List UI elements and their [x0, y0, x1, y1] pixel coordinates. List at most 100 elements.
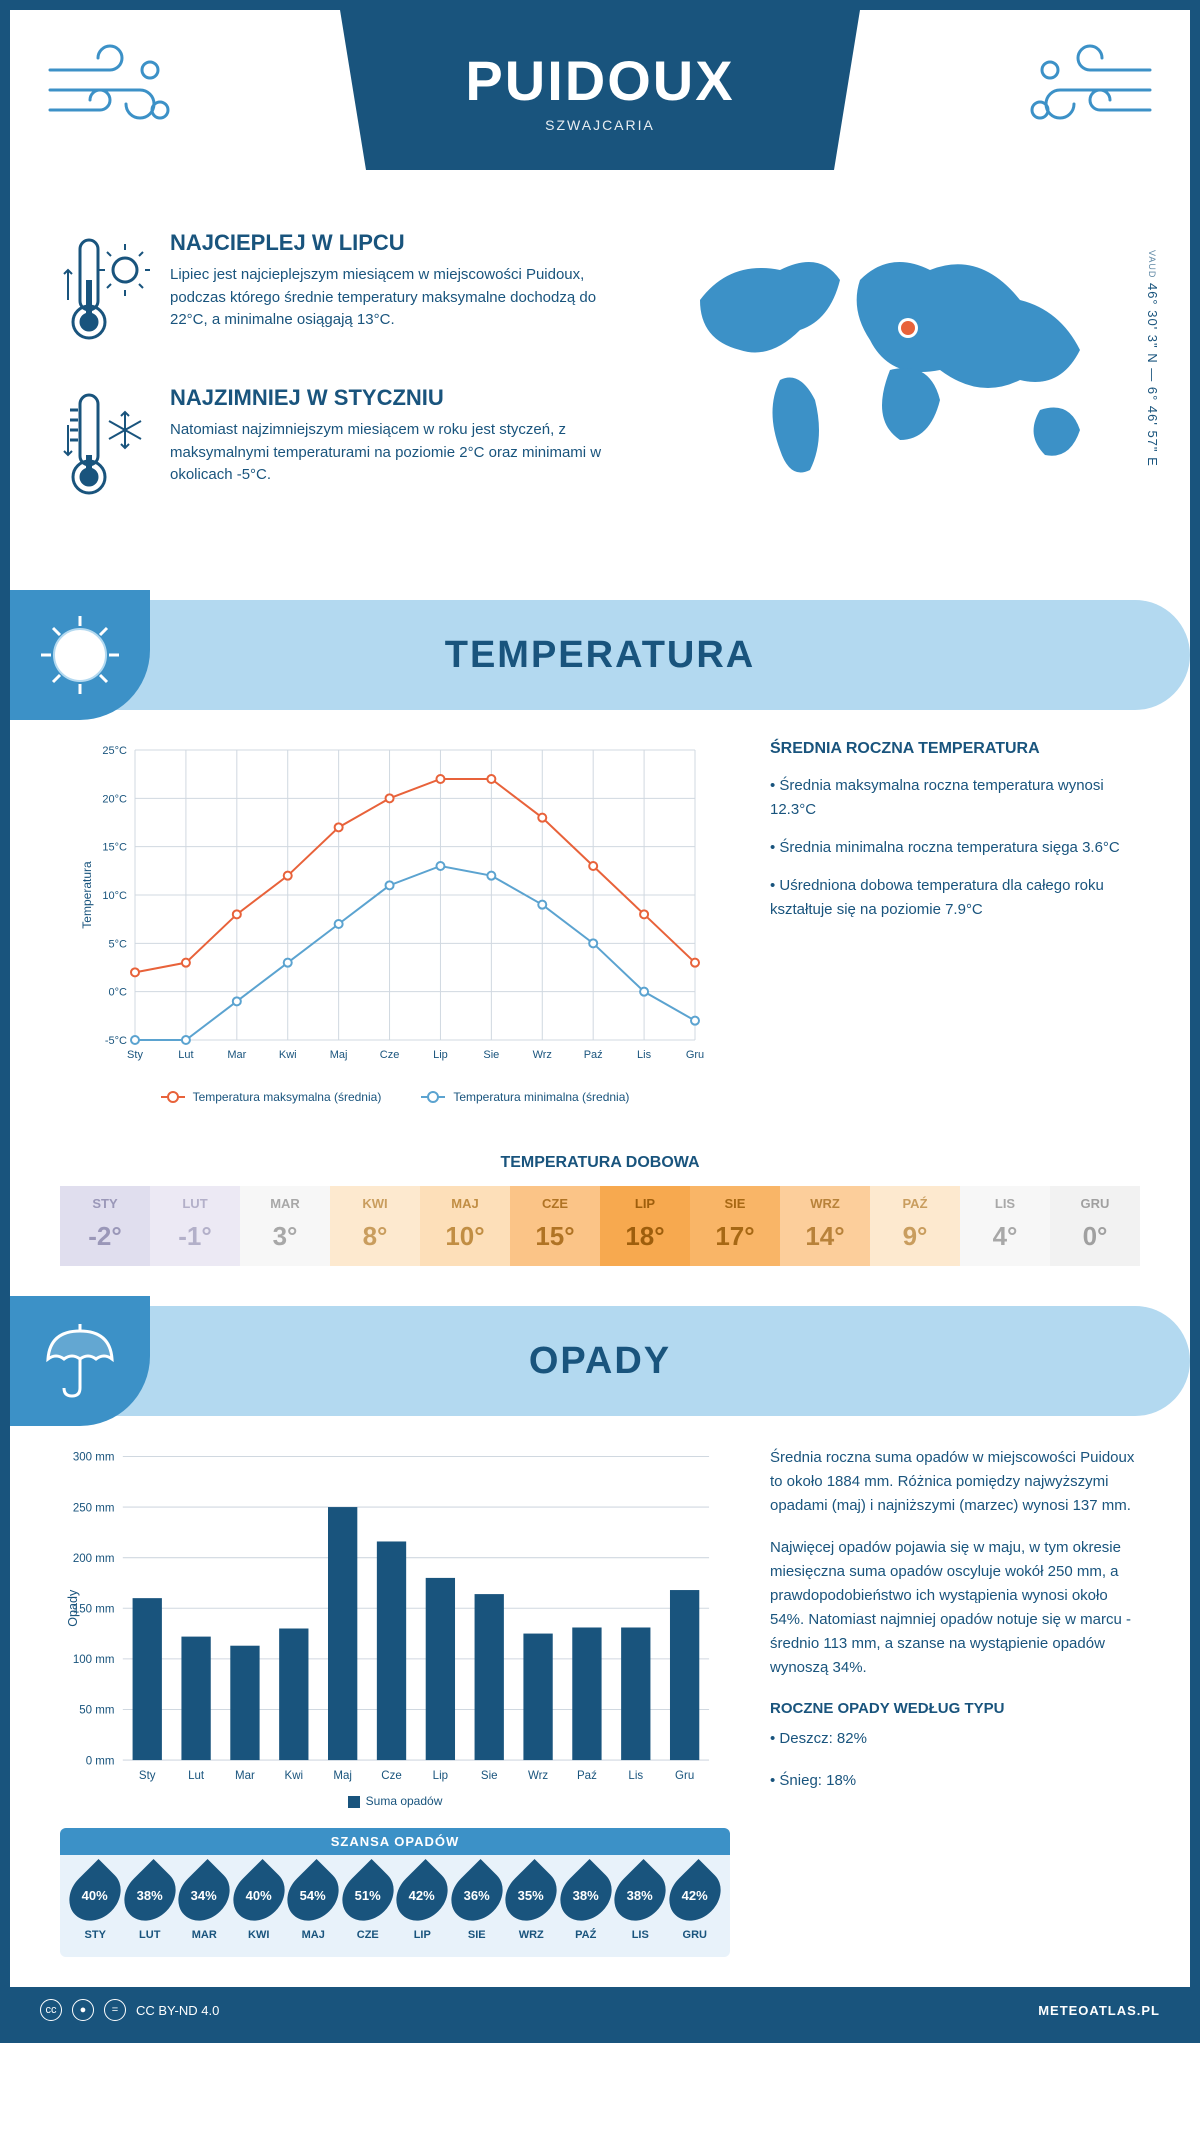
svg-text:25°C: 25°C — [102, 745, 127, 757]
page-title: PUIDOUX — [465, 48, 734, 113]
svg-text:Gru: Gru — [686, 1049, 704, 1061]
chance-cell: 51%CZE — [341, 1867, 396, 1941]
temperature-chart: -5°C0°C5°C10°C15°C20°C25°CStyLutMarKwiMa… — [60, 740, 730, 1104]
svg-text:Wrz: Wrz — [533, 1049, 552, 1061]
chance-cell: 34%MAR — [177, 1867, 232, 1941]
precip-info: Średnia roczna suma opadów w miejscowośc… — [770, 1446, 1140, 1957]
svg-text:250 mm: 250 mm — [73, 1502, 115, 1514]
daily-cell: MAR3° — [240, 1186, 330, 1266]
raindrop-icon: 34% — [168, 1859, 240, 1931]
footer-license: cc ● = CC BY-ND 4.0 — [40, 1999, 219, 2021]
coordinates: VAUD 46° 30' 3" N — 6° 46' 57" E — [1145, 250, 1160, 467]
by-icon: ● — [72, 1999, 94, 2021]
svg-text:15°C: 15°C — [102, 842, 127, 854]
svg-text:Kwi: Kwi — [285, 1770, 304, 1782]
raindrop-icon: 42% — [659, 1859, 731, 1931]
daily-cell: KWI8° — [330, 1186, 420, 1266]
precip-type-bullet: • Deszcz: 82% — [770, 1727, 1140, 1751]
chance-cell: 38%LIS — [613, 1867, 668, 1941]
daily-temp-table: STY-2°LUT-1°MAR3°KWI8°MAJ10°CZE15°LIP18°… — [60, 1186, 1140, 1266]
raindrop-icon: 42% — [386, 1859, 458, 1931]
daily-cell: LIS4° — [960, 1186, 1050, 1266]
chance-cell: 42%LIP — [395, 1867, 450, 1941]
coords-text: 46° 30' 3" N — 6° 46' 57" E — [1145, 283, 1160, 467]
svg-text:50 mm: 50 mm — [79, 1705, 114, 1717]
temperature-section-header: TEMPERATURA — [10, 600, 1190, 710]
svg-text:Gru: Gru — [675, 1770, 694, 1782]
svg-text:100 mm: 100 mm — [73, 1654, 115, 1666]
daily-cell: SIE17° — [690, 1186, 780, 1266]
temperature-title: TEMPERATURA — [445, 634, 756, 677]
world-map-icon — [660, 230, 1140, 490]
raindrop-icon: 38% — [550, 1859, 622, 1931]
daily-cell: STY-2° — [60, 1186, 150, 1266]
svg-text:Cze: Cze — [381, 1770, 401, 1782]
svg-text:0 mm: 0 mm — [86, 1755, 115, 1767]
temp-bullet: • Uśredniona dobowa temperatura dla całe… — [770, 874, 1140, 922]
precipitation-chart: 0 mm50 mm100 mm150 mm200 mm250 mm300 mmS… — [60, 1446, 730, 1786]
intro-left: NAJCIEPLEJ W LIPCU Lipiec jest najcieple… — [60, 230, 620, 540]
temp-bullet: • Średnia maksymalna roczna temperatura … — [770, 774, 1140, 822]
temp-bullet: • Średnia minimalna roczna temperatura s… — [770, 836, 1140, 860]
daily-cell: CZE15° — [510, 1186, 600, 1266]
svg-text:20°C: 20°C — [102, 793, 127, 805]
chance-cell: 38%PAŹ — [559, 1867, 614, 1941]
temp-info-heading: ŚREDNIA ROCZNA TEMPERATURA — [770, 740, 1140, 758]
raindrop-icon: 54% — [277, 1859, 349, 1931]
cold-title: NAJZIMNIEJ W STYCZNIU — [170, 385, 620, 411]
svg-text:Paź: Paź — [584, 1049, 603, 1061]
raindrop-icon: 38% — [114, 1859, 186, 1931]
precip-type-bullet: • Śnieg: 18% — [770, 1769, 1140, 1793]
svg-text:Sty: Sty — [127, 1049, 143, 1061]
chance-cell: 35%WRZ — [504, 1867, 559, 1941]
svg-text:Sie: Sie — [481, 1770, 498, 1782]
svg-text:-5°C: -5°C — [105, 1035, 127, 1047]
svg-text:Mar: Mar — [227, 1049, 246, 1061]
svg-text:Kwi: Kwi — [279, 1049, 297, 1061]
svg-text:Opady: Opady — [66, 1589, 80, 1627]
thermometer-hot-icon — [60, 230, 150, 355]
footer-site: METEOATLAS.PL — [1038, 2003, 1160, 2018]
legend-max: Temperatura maksymalna (średnia) — [193, 1090, 382, 1104]
svg-text:Maj: Maj — [330, 1049, 348, 1061]
svg-text:Paź: Paź — [577, 1770, 597, 1782]
raindrop-icon: 35% — [495, 1859, 567, 1931]
precipitation-title: OPADY — [529, 1340, 671, 1383]
svg-text:Sie: Sie — [483, 1049, 499, 1061]
daily-cell: LIP18° — [600, 1186, 690, 1266]
precipitation-area: 0 mm50 mm100 mm150 mm200 mm250 mm300 mmS… — [10, 1446, 1190, 1987]
wind-icon — [40, 40, 180, 140]
svg-text:Lip: Lip — [433, 1049, 448, 1061]
umbrella-icon — [10, 1296, 150, 1426]
chance-cell: 38%LUT — [123, 1867, 178, 1941]
raindrop-icon: 51% — [332, 1859, 404, 1931]
region-label: VAUD — [1147, 250, 1157, 278]
hot-block: NAJCIEPLEJ W LIPCU Lipiec jest najcieple… — [60, 230, 620, 355]
page-subtitle: SZWAJCARIA — [545, 117, 655, 133]
title-banner: PUIDOUX SZWAJCARIA — [340, 10, 860, 170]
chance-title: SZANSA OPADÓW — [60, 1828, 730, 1855]
daily-cell: LUT-1° — [150, 1186, 240, 1266]
cold-block: NAJZIMNIEJ W STYCZNIU Natomiast najzimni… — [60, 385, 620, 510]
chance-cell: 40%KWI — [232, 1867, 287, 1941]
chance-cell: 42%GRU — [668, 1867, 723, 1941]
license-text: CC BY-ND 4.0 — [136, 2003, 219, 2018]
daily-temp-title: TEMPERATURA DOBOWA — [10, 1154, 1190, 1172]
daily-cell: WRZ14° — [780, 1186, 870, 1266]
chance-cell: 54%MAJ — [286, 1867, 341, 1941]
hot-text: Lipiec jest najcieplejszym miesiącem w m… — [170, 264, 620, 332]
thermometer-cold-icon — [60, 385, 150, 510]
svg-text:Lis: Lis — [628, 1770, 643, 1782]
svg-text:Lis: Lis — [637, 1049, 652, 1061]
svg-text:5°C: 5°C — [109, 938, 128, 950]
intro-section: NAJCIEPLEJ W LIPCU Lipiec jest najcieple… — [10, 210, 1190, 580]
temperature-area: -5°C0°C5°C10°C15°C20°C25°CStyLutMarKwiMa… — [10, 740, 1190, 1134]
svg-text:0°C: 0°C — [109, 987, 128, 999]
daily-cell: MAJ10° — [420, 1186, 510, 1266]
daily-cell: GRU0° — [1050, 1186, 1140, 1266]
svg-text:Cze: Cze — [380, 1049, 400, 1061]
precipitation-section-header: OPADY — [10, 1306, 1190, 1416]
svg-text:Sty: Sty — [139, 1770, 156, 1782]
svg-text:Wrz: Wrz — [528, 1770, 548, 1782]
precip-left: 0 mm50 mm100 mm150 mm200 mm250 mm300 mmS… — [60, 1446, 730, 1957]
